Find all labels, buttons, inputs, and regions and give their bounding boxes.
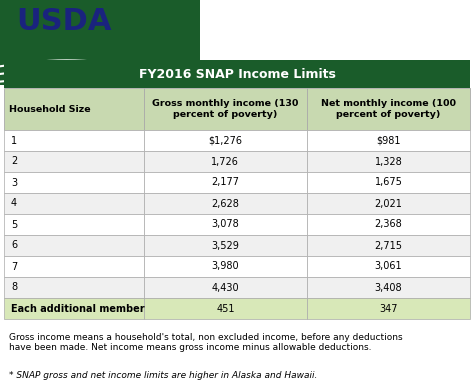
FancyBboxPatch shape bbox=[144, 151, 307, 172]
Text: 3: 3 bbox=[11, 178, 17, 188]
FancyBboxPatch shape bbox=[4, 235, 144, 256]
FancyBboxPatch shape bbox=[307, 151, 470, 172]
Text: 1,726: 1,726 bbox=[211, 157, 239, 167]
Text: FY2016 SNAP Income Limits: FY2016 SNAP Income Limits bbox=[138, 68, 336, 81]
FancyBboxPatch shape bbox=[144, 130, 307, 151]
FancyBboxPatch shape bbox=[4, 277, 144, 298]
Text: 1: 1 bbox=[11, 136, 17, 146]
Text: 3,078: 3,078 bbox=[211, 220, 239, 230]
FancyBboxPatch shape bbox=[307, 193, 470, 214]
Text: 6: 6 bbox=[11, 241, 17, 251]
FancyBboxPatch shape bbox=[144, 88, 307, 130]
FancyBboxPatch shape bbox=[307, 277, 470, 298]
FancyBboxPatch shape bbox=[144, 277, 307, 298]
FancyBboxPatch shape bbox=[144, 235, 307, 256]
Text: 5: 5 bbox=[11, 220, 17, 230]
FancyBboxPatch shape bbox=[307, 298, 470, 319]
Text: 2: 2 bbox=[11, 157, 17, 167]
Text: 3,061: 3,061 bbox=[374, 262, 402, 272]
FancyBboxPatch shape bbox=[4, 88, 144, 130]
Text: USDA: USDA bbox=[16, 7, 111, 36]
FancyBboxPatch shape bbox=[144, 214, 307, 235]
Text: 3,529: 3,529 bbox=[211, 241, 239, 251]
Text: 7: 7 bbox=[11, 262, 17, 272]
Text: 1,328: 1,328 bbox=[374, 157, 402, 167]
Text: 3,408: 3,408 bbox=[374, 283, 402, 293]
Text: 4: 4 bbox=[11, 199, 17, 209]
FancyBboxPatch shape bbox=[307, 214, 470, 235]
Text: 2,021: 2,021 bbox=[374, 199, 402, 209]
FancyBboxPatch shape bbox=[4, 130, 144, 151]
Text: 2,177: 2,177 bbox=[211, 178, 239, 188]
FancyBboxPatch shape bbox=[307, 88, 470, 130]
FancyBboxPatch shape bbox=[307, 256, 470, 277]
FancyBboxPatch shape bbox=[307, 172, 470, 193]
FancyBboxPatch shape bbox=[144, 298, 307, 319]
Text: Each additional member: Each additional member bbox=[11, 304, 145, 314]
Text: $981: $981 bbox=[376, 136, 401, 146]
Text: Gross income means a household's total, non excluded income, before any deductio: Gross income means a household's total, … bbox=[9, 333, 402, 352]
Text: $1,276: $1,276 bbox=[209, 136, 242, 146]
Text: 8: 8 bbox=[11, 283, 17, 293]
Text: 347: 347 bbox=[379, 304, 398, 314]
FancyBboxPatch shape bbox=[4, 214, 144, 235]
Text: * SNAP gross and net income limits are higher in Alaska and Hawaii.: * SNAP gross and net income limits are h… bbox=[9, 371, 317, 380]
FancyBboxPatch shape bbox=[4, 193, 144, 214]
Text: 2,715: 2,715 bbox=[374, 241, 402, 251]
Text: 4,430: 4,430 bbox=[211, 283, 239, 293]
FancyBboxPatch shape bbox=[4, 151, 144, 172]
FancyBboxPatch shape bbox=[307, 130, 470, 151]
Text: 3,980: 3,980 bbox=[211, 262, 239, 272]
FancyBboxPatch shape bbox=[144, 172, 307, 193]
FancyBboxPatch shape bbox=[144, 256, 307, 277]
FancyBboxPatch shape bbox=[4, 172, 144, 193]
Text: Gross monthly income (130
percent of poverty): Gross monthly income (130 percent of pov… bbox=[152, 99, 299, 119]
FancyBboxPatch shape bbox=[144, 193, 307, 214]
FancyBboxPatch shape bbox=[4, 60, 470, 88]
FancyBboxPatch shape bbox=[4, 256, 144, 277]
Text: Household Size: Household Size bbox=[9, 105, 90, 113]
Text: 451: 451 bbox=[216, 304, 235, 314]
Text: 1,675: 1,675 bbox=[374, 178, 402, 188]
Text: Net monthly income (100
percent of poverty): Net monthly income (100 percent of pover… bbox=[321, 99, 456, 119]
Text: 2,628: 2,628 bbox=[211, 199, 239, 209]
FancyBboxPatch shape bbox=[4, 298, 144, 319]
Text: 2,368: 2,368 bbox=[374, 220, 402, 230]
FancyBboxPatch shape bbox=[307, 235, 470, 256]
FancyBboxPatch shape bbox=[0, 0, 200, 85]
